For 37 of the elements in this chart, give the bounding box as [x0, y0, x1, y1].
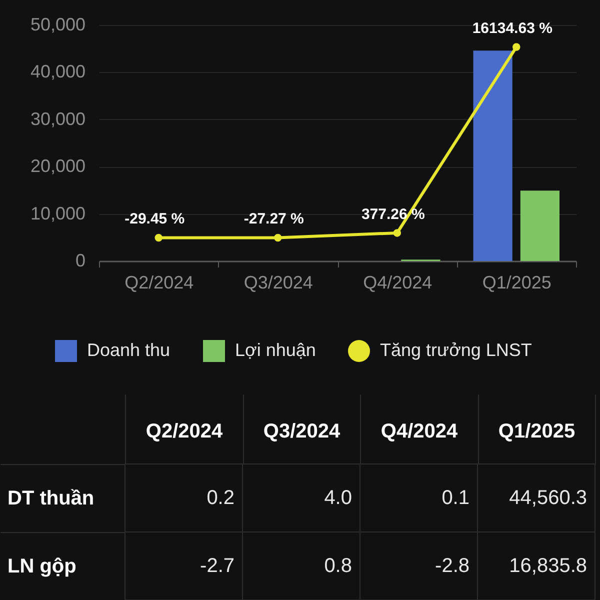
- data-label: -2.8: [435, 555, 470, 577]
- y-tick-label: 0: [75, 250, 86, 270]
- y-tick-label: 20,000: [30, 156, 86, 176]
- legend-label: Tăng trưởng LNST: [380, 340, 532, 360]
- bar: [520, 190, 560, 261]
- x-tick-label: Q1/2025: [498, 420, 576, 442]
- x-tick-label: Q1/2025: [482, 272, 552, 292]
- data-label: 4.0: [324, 487, 352, 509]
- y-tick-label: DT thuần: [8, 488, 94, 510]
- data-label: 44,560.3: [509, 487, 587, 509]
- data-label: 377.26 %: [361, 206, 425, 223]
- data-label: 0.1: [442, 487, 470, 509]
- point: [274, 234, 282, 242]
- data-label: -27.27 %: [244, 210, 304, 228]
- x-tick-label: Q2/2024: [146, 420, 224, 442]
- data-label: 16134.63 %: [472, 20, 552, 38]
- y-tick-label: 40,000: [30, 62, 86, 82]
- point: [154, 234, 162, 242]
- legend-label: Doanh thu: [87, 340, 170, 360]
- x-tick-label: Q2/2024: [124, 272, 194, 292]
- legend-label: Lợi nhuận: [235, 340, 316, 360]
- x-tick-label: Q3/2024: [244, 272, 313, 292]
- data-label: 0.2: [206, 487, 234, 509]
- data-label: -2.7: [200, 555, 234, 577]
- x-tick-label: Q4/2024: [363, 272, 432, 292]
- point: [512, 43, 520, 51]
- point: [393, 229, 401, 237]
- data-label: -29.45 %: [124, 210, 185, 228]
- y-tick-label: 50,000: [30, 14, 86, 34]
- bar: [473, 50, 512, 261]
- y-tick-label: 10,000: [30, 203, 86, 224]
- y-tick-label: LN gộp: [8, 556, 76, 578]
- y-tick-label: 30,000: [30, 108, 86, 129]
- x-tick-label: Q3/2024: [263, 420, 341, 442]
- x-tick-label: Q4/2024: [380, 420, 458, 442]
- data-label: 0.8: [324, 555, 352, 577]
- data-label: 16,835.8: [509, 555, 587, 577]
